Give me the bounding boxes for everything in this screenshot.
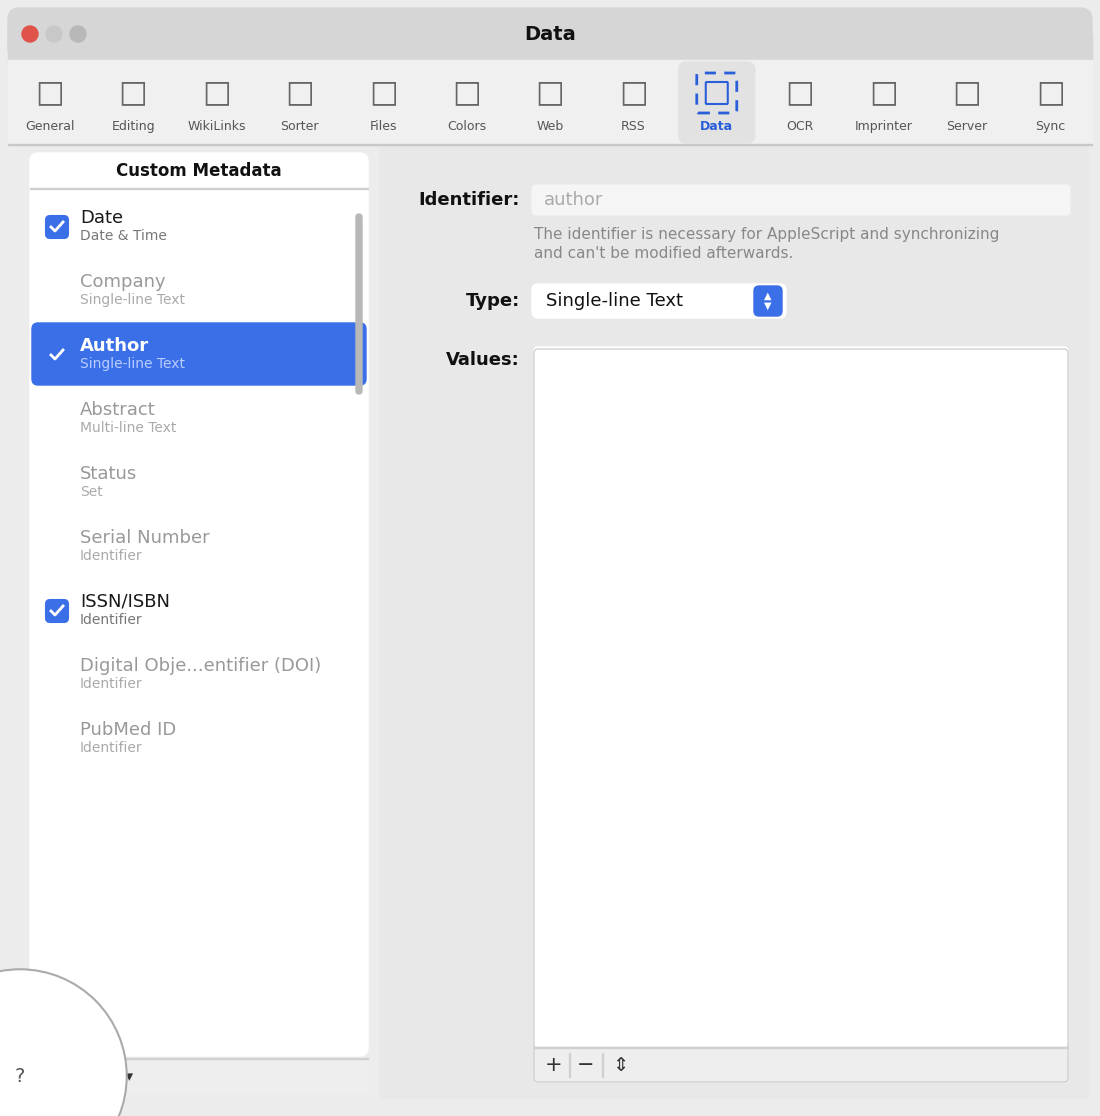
Text: □: □ bbox=[953, 78, 981, 107]
Text: Sorter: Sorter bbox=[280, 121, 319, 133]
Text: WikiLinks: WikiLinks bbox=[187, 121, 245, 133]
Text: Company: Company bbox=[80, 273, 166, 291]
Text: Identifier:: Identifier: bbox=[419, 191, 520, 209]
Text: □: □ bbox=[869, 78, 898, 107]
Text: Single-line Text: Single-line Text bbox=[546, 292, 683, 310]
Text: □: □ bbox=[452, 78, 481, 107]
Circle shape bbox=[22, 26, 38, 42]
Text: □: □ bbox=[1036, 78, 1065, 107]
Text: Identifier: Identifier bbox=[80, 677, 143, 691]
FancyBboxPatch shape bbox=[534, 347, 1068, 1046]
Text: ⚙ ▾: ⚙ ▾ bbox=[107, 1068, 133, 1084]
Text: author: author bbox=[544, 191, 604, 209]
FancyBboxPatch shape bbox=[379, 145, 1088, 1098]
FancyBboxPatch shape bbox=[8, 8, 1092, 60]
Text: Single-line Text: Single-line Text bbox=[80, 357, 185, 371]
Text: Editing: Editing bbox=[111, 121, 155, 133]
Text: Sync: Sync bbox=[1035, 121, 1066, 133]
FancyBboxPatch shape bbox=[8, 8, 1092, 1108]
Text: □: □ bbox=[35, 78, 64, 107]
FancyBboxPatch shape bbox=[30, 153, 368, 1056]
Circle shape bbox=[46, 26, 62, 42]
Text: ⇕: ⇕ bbox=[612, 1056, 628, 1075]
FancyBboxPatch shape bbox=[532, 283, 786, 318]
Text: −: − bbox=[578, 1055, 595, 1075]
FancyBboxPatch shape bbox=[356, 214, 362, 394]
Text: and can't be modified afterwards.: and can't be modified afterwards. bbox=[534, 246, 793, 260]
FancyBboxPatch shape bbox=[754, 286, 782, 316]
Text: Author: Author bbox=[80, 337, 150, 355]
Text: Single-line Text: Single-line Text bbox=[80, 294, 185, 307]
Text: □: □ bbox=[536, 78, 564, 107]
Text: Digital Obje...entifier (DOI): Digital Obje...entifier (DOI) bbox=[80, 657, 321, 675]
FancyBboxPatch shape bbox=[46, 408, 68, 430]
Text: □: □ bbox=[285, 78, 315, 107]
Text: OCR: OCR bbox=[786, 121, 814, 133]
Bar bbox=[8, 60, 1092, 145]
Text: RSS: RSS bbox=[621, 121, 646, 133]
Text: The identifier is necessary for AppleScript and synchronizing: The identifier is necessary for AppleScr… bbox=[534, 228, 1000, 242]
Text: Status: Status bbox=[80, 465, 138, 483]
Text: ISSN/ISBN: ISSN/ISBN bbox=[80, 593, 170, 610]
Bar bbox=[534, 1048, 1068, 1083]
FancyBboxPatch shape bbox=[46, 217, 68, 238]
FancyBboxPatch shape bbox=[679, 62, 755, 143]
Text: −: − bbox=[73, 1066, 91, 1086]
Text: Files: Files bbox=[370, 121, 397, 133]
FancyBboxPatch shape bbox=[46, 600, 68, 622]
Text: Identifier: Identifier bbox=[80, 549, 143, 562]
FancyBboxPatch shape bbox=[46, 280, 68, 302]
Text: Data: Data bbox=[524, 25, 576, 44]
Bar bbox=[8, 33, 1092, 60]
Text: +: + bbox=[39, 1066, 57, 1086]
Text: Server: Server bbox=[946, 121, 988, 133]
Text: □: □ bbox=[202, 78, 231, 107]
Text: □: □ bbox=[119, 78, 147, 107]
Text: □: □ bbox=[619, 78, 648, 107]
Text: Identifier: Identifier bbox=[80, 741, 143, 756]
Text: Date: Date bbox=[80, 209, 123, 227]
FancyBboxPatch shape bbox=[532, 185, 1070, 215]
Text: Date & Time: Date & Time bbox=[80, 229, 167, 243]
FancyBboxPatch shape bbox=[30, 1058, 368, 1094]
Text: Identifier: Identifier bbox=[80, 613, 143, 627]
Text: □: □ bbox=[785, 78, 815, 107]
Text: Type:: Type: bbox=[465, 292, 520, 310]
Text: Imprinter: Imprinter bbox=[855, 121, 913, 133]
FancyBboxPatch shape bbox=[32, 323, 366, 385]
Text: PubMed ID: PubMed ID bbox=[80, 721, 176, 739]
Text: Colors: Colors bbox=[447, 121, 486, 133]
Text: □: □ bbox=[368, 78, 398, 107]
Text: Custom Metadata: Custom Metadata bbox=[117, 162, 282, 180]
Text: Abstract: Abstract bbox=[80, 401, 156, 418]
Text: Multi-line Text: Multi-line Text bbox=[80, 421, 176, 435]
Text: Serial Number: Serial Number bbox=[80, 529, 210, 547]
Circle shape bbox=[70, 26, 86, 42]
Text: ▲: ▲ bbox=[764, 291, 772, 301]
FancyBboxPatch shape bbox=[46, 664, 68, 686]
FancyBboxPatch shape bbox=[46, 536, 68, 558]
Text: ?: ? bbox=[14, 1067, 25, 1086]
FancyBboxPatch shape bbox=[46, 728, 68, 750]
Text: Data: Data bbox=[701, 121, 734, 133]
Text: Web: Web bbox=[537, 121, 563, 133]
Text: +: + bbox=[546, 1055, 563, 1075]
Text: Values:: Values: bbox=[447, 352, 520, 369]
Text: ▼: ▼ bbox=[764, 301, 772, 311]
Text: Set: Set bbox=[80, 485, 102, 499]
Text: General: General bbox=[25, 121, 75, 133]
FancyBboxPatch shape bbox=[46, 472, 68, 494]
FancyBboxPatch shape bbox=[46, 344, 68, 366]
